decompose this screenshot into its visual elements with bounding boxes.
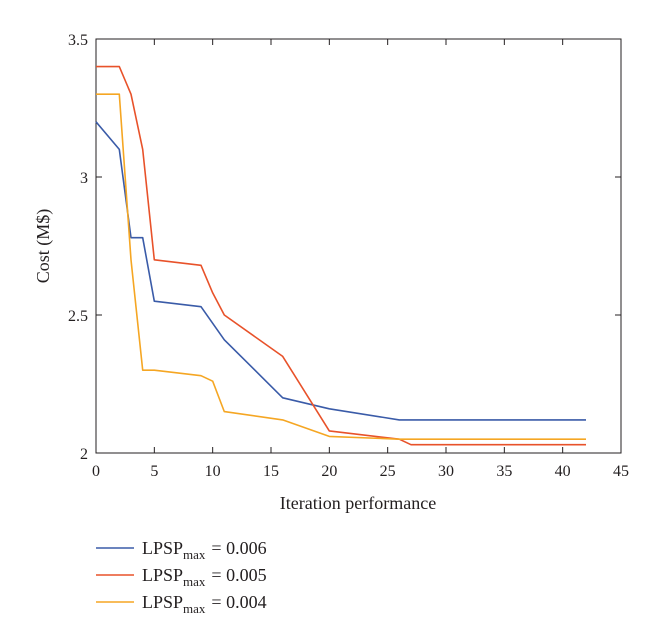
legend-label-base: LPSP [142, 592, 183, 612]
x-tick-label: 10 [205, 463, 221, 480]
legend-label: LPSPmax = 0.004 [142, 592, 267, 616]
x-tick-label: 45 [613, 463, 629, 480]
legend-label-base: LPSP [142, 565, 183, 585]
y-tick-label: 2 [80, 446, 88, 463]
legend-label-value: = 0.005 [211, 565, 266, 585]
legend-label-subscript: max [183, 547, 206, 562]
y-axis: 2 2.5 3 3.5 [68, 32, 621, 463]
legend-label-subscript: max [183, 574, 206, 589]
x-axis: 0 5 10 15 20 25 30 35 40 45 [92, 39, 629, 480]
y-axis-title: Cost (M$) [33, 209, 54, 284]
x-axis-title: Iteration performance [280, 493, 436, 513]
x-tick-label: 5 [150, 463, 158, 480]
legend-label-value: = 0.006 [211, 538, 266, 558]
plot-frame [95, 38, 622, 454]
legend-label-value: = 0.004 [211, 592, 266, 612]
legend-label-subscript: max [183, 601, 206, 616]
legend-label: LPSPmax = 0.006 [142, 538, 267, 562]
legend-item: LPSPmax = 0.005 [96, 565, 267, 589]
x-tick-label: 30 [438, 463, 454, 480]
x-tick-label: 40 [555, 463, 571, 480]
series-line-3 [96, 93, 586, 441]
y-tick-label: 2.5 [68, 308, 88, 325]
legend-item: LPSPmax = 0.006 [96, 538, 267, 562]
x-tick-label: 35 [496, 463, 512, 480]
series-line-1 [95, 121, 586, 421]
legend-label: LPSPmax = 0.005 [142, 565, 267, 589]
x-tick-label: 0 [92, 463, 100, 480]
x-tick-label: 25 [380, 463, 396, 480]
x-tick-label: 20 [321, 463, 337, 480]
series-line-2 [96, 65, 586, 446]
legend-item: LPSPmax = 0.004 [96, 592, 267, 616]
y-tick-label: 3.5 [68, 32, 88, 49]
y-tick-label: 3 [80, 170, 88, 187]
legend-label-base: LPSP [142, 538, 183, 558]
series-lines [95, 65, 586, 446]
x-tick-label: 15 [263, 463, 279, 480]
